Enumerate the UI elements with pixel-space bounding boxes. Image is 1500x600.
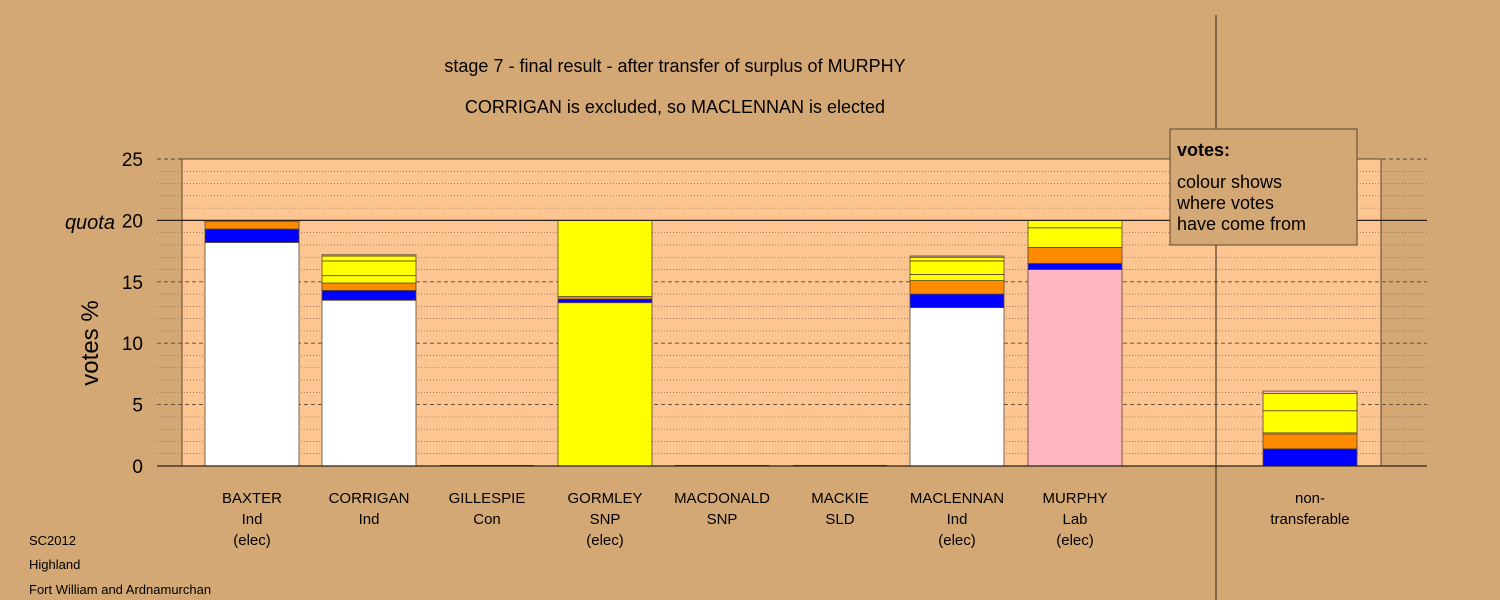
bar-segment (1262, 410, 1358, 434)
bar-segment (321, 282, 417, 291)
legend-line-3: have come from (1177, 214, 1306, 234)
bar-segment (1262, 393, 1358, 412)
y-tick-label: 25 (122, 150, 143, 171)
x-tick-label: MURPHY Lab (elec) (1042, 490, 1107, 549)
bar-segment (909, 255, 1005, 258)
y-tick-label: 15 (122, 273, 143, 294)
bar-segment (321, 255, 417, 262)
bar-segment (909, 274, 1005, 281)
bar-segment (204, 221, 300, 230)
y-axis-label: votes % (77, 300, 104, 385)
bar-segment (909, 280, 1005, 295)
legend-title: votes: (1177, 140, 1230, 160)
x-tick-label: MACDONALD SNP (674, 490, 770, 528)
x-tick-label: GORMLEY SNP (elec) (567, 490, 642, 549)
y-tick-label: 0 (132, 457, 143, 478)
bar-segment (909, 293, 1005, 308)
y-tick-label: 10 (122, 334, 143, 355)
x-tick-label: BAXTER Ind (elec) (222, 490, 282, 549)
bar-segment (1262, 433, 1358, 450)
legend-box (1169, 128, 1358, 246)
legend-line-1: colour shows (1177, 172, 1282, 192)
bar-segment (321, 299, 417, 467)
y-tick-label: 20 (122, 211, 143, 232)
nontransferable-label: non-transferable (1270, 490, 1349, 528)
bar-segment (1262, 390, 1358, 394)
bar-segment (204, 228, 300, 243)
legend: votes: colour shows where votes have com… (1169, 128, 1358, 246)
bar-non-transferable (1262, 390, 1358, 467)
bar-segment (1262, 448, 1358, 467)
bar-segment (321, 275, 417, 284)
bar-segment (321, 289, 417, 301)
bar-segment (909, 256, 1005, 262)
chart-title: stage 7 - final result - after transfer … (444, 56, 905, 76)
bar-maclennan (909, 255, 1005, 467)
y-tick-label: 5 (132, 396, 143, 417)
bar-segment (321, 260, 417, 277)
x-tick-label: GILLESPIE Con (449, 490, 526, 528)
bar-segment (909, 260, 1005, 275)
bar-segment (557, 298, 653, 304)
footer-election: SC2012 (29, 533, 76, 548)
bar-segment (1027, 227, 1123, 248)
bar-corrigan (321, 254, 417, 467)
bar-segment (204, 242, 300, 467)
legend-line-2: where votes (1176, 193, 1274, 213)
bar-segment (1027, 269, 1123, 467)
bar-segment (557, 302, 653, 467)
bar-segment (557, 219, 653, 297)
footer-ward: Fort William and Ardnamurchan (29, 582, 212, 597)
x-tick-label: MACKIE SLD (811, 490, 869, 528)
bar-segment (1027, 219, 1123, 229)
x-tick-label: CORRIGAN Ind (329, 490, 410, 528)
bar-segment (1027, 247, 1123, 264)
bar-gormley (557, 219, 653, 467)
bar-segment (1027, 262, 1123, 270)
bar-murphy (1027, 219, 1123, 467)
footer-council: Highland (29, 557, 81, 572)
quota-label: quota (65, 212, 115, 234)
chart-subtitle: CORRIGAN is excluded, so MACLENNAN is el… (465, 97, 885, 117)
bar-baxter (204, 219, 300, 467)
bar-segment (909, 307, 1005, 467)
bar-segment (321, 254, 417, 257)
x-tick-label: MACLENNAN Ind (elec) (910, 490, 1004, 549)
